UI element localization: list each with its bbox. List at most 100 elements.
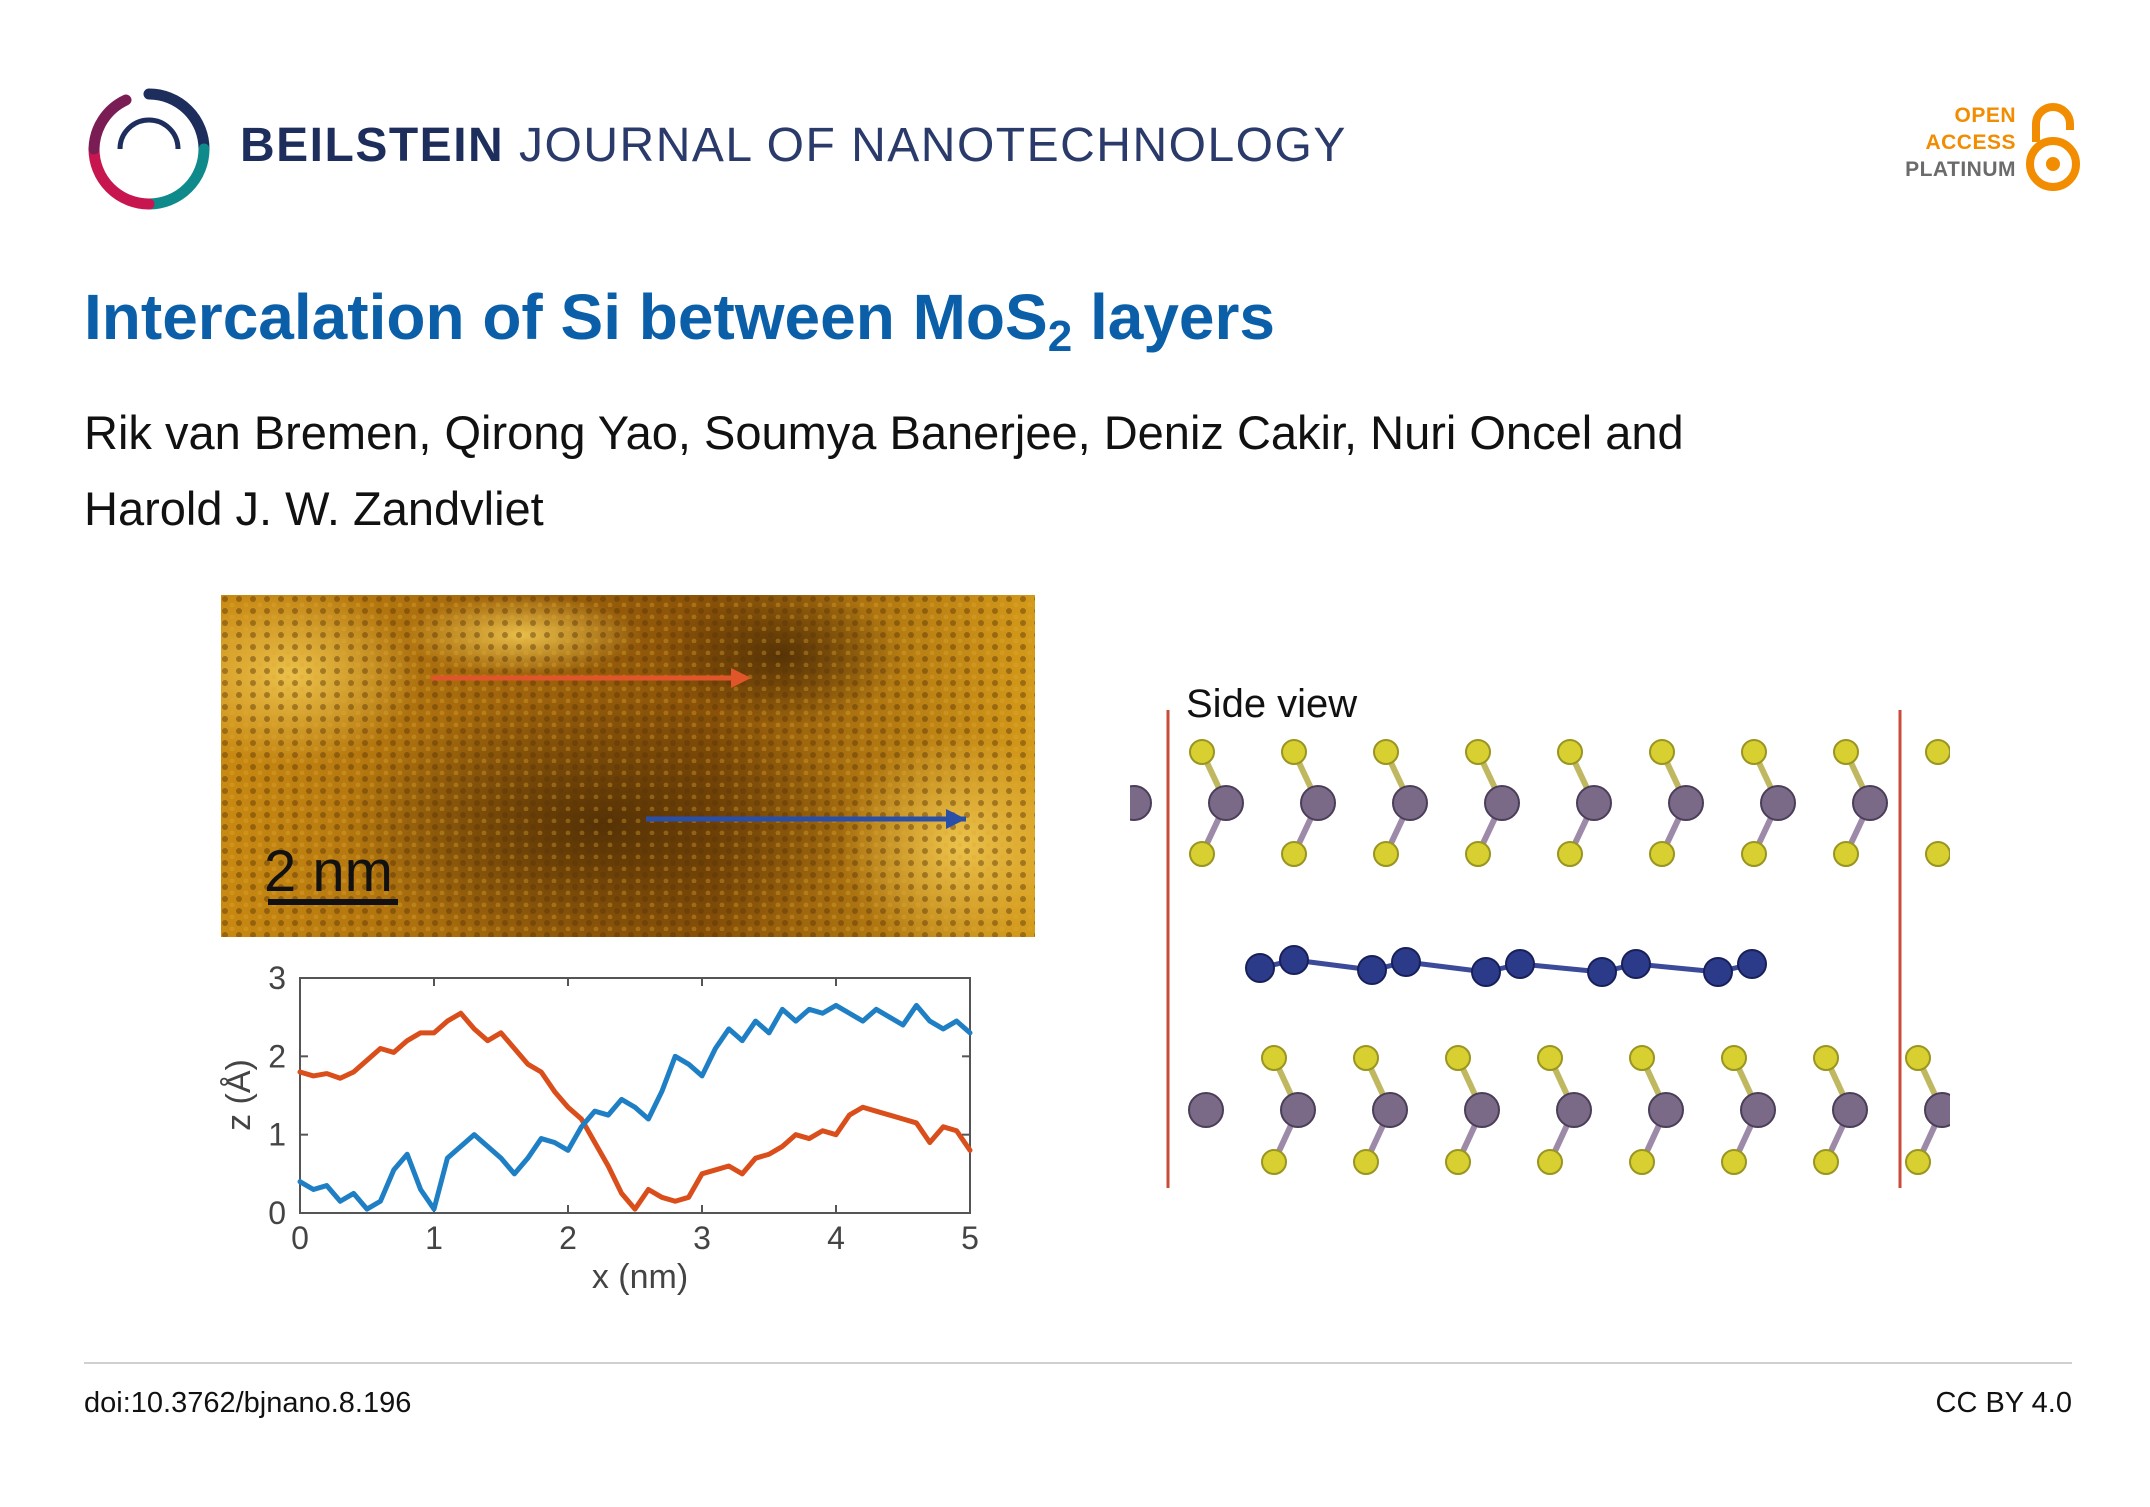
molybdenum-atom [1484,785,1520,821]
journal-name-rest: JOURNAL OF NANOTECHNOLOGY [519,119,1347,172]
sulfur-atom [1281,841,1307,867]
x-tick-label: 4 [827,1220,845,1256]
molybdenum-atom [1740,1092,1776,1128]
sulfur-atom [1721,1149,1747,1175]
silicon-atom [1737,949,1767,979]
title-text-end: layers [1072,281,1276,353]
sulfur-atom [1557,841,1583,867]
silicon-atom [1245,953,1275,983]
molybdenum-atom [1668,785,1704,821]
plot-series [297,1002,973,1212]
title-subscript: 2 [1047,312,1073,361]
sulfur-atom [1813,1149,1839,1175]
x-tick-label: 2 [559,1220,577,1256]
sulfur-atom [1557,739,1583,765]
silicon-atom [1357,955,1387,985]
beilstein-ring-logo-icon [88,88,210,210]
plot-axes: 0 1 2 3 4 5 0 1 2 3 [268,960,979,1256]
stm-image-graphic [221,595,1035,937]
stm-scale-label: 2 nm [264,839,393,904]
sulfur-atom [1813,1045,1839,1071]
license-text: CC BY 4.0 [1935,1387,2072,1419]
sulfur-atom [1649,739,1675,765]
molybdenum-atom [1832,1092,1868,1128]
silicon-atom [1621,949,1651,979]
badge-line-access: ACCESS [1925,131,2016,154]
molybdenum-atom [1130,785,1152,821]
stm-topography-image [221,595,1035,937]
molybdenum-atom [1576,785,1612,821]
silicon-atom [1587,957,1617,987]
molybdenum-atom [1648,1092,1684,1128]
sulfur-atom [1189,841,1215,867]
sulfur-atom [1905,1149,1931,1175]
journal-name: BEILSTEIN JOURNAL OF NANOTECHNOLOGY [240,118,1347,173]
y-tick-label: 1 [268,1117,286,1153]
sulfur-atom [1353,1045,1379,1071]
sulfur-atom [1445,1149,1471,1175]
sulfur-atom [1833,841,1859,867]
silicon-atom [1703,957,1733,987]
molybdenum-atom [1208,785,1244,821]
sulfur-atom [1925,739,1950,765]
molybdenum-atom [1924,1092,1950,1128]
sulfur-atom [1465,841,1491,867]
footer-divider [84,1362,2072,1364]
x-tick-label: 1 [425,1220,443,1256]
molybdenum-atom [1280,1092,1316,1128]
sulfur-atom [1629,1149,1655,1175]
open-access-lock-icon [2026,103,2080,191]
mos2-si-side-view-model [1130,710,1950,1188]
x-axis-label: x (nm) [592,1258,688,1296]
journal-name-bold: BEILSTEIN [240,119,505,172]
height-profile-chart: 0 1 2 3 4 5 0 1 2 3 x (nm) z (Å) [220,960,979,1296]
sulfur-atom [1445,1045,1471,1071]
silicon-atom [1391,947,1421,977]
silicon-chain [1245,945,1767,987]
molybdenum-atom [1760,785,1796,821]
sulfur-atom [1537,1149,1563,1175]
sulfur-atom [1925,841,1950,867]
author-list: Rik van Bremen, Qirong Yao, Soumya Baner… [84,406,1684,535]
molybdenum-atom [1852,785,1888,821]
molybdenum-atom [1300,785,1336,821]
sulfur-atom [1833,739,1859,765]
sulfur-atom [1905,1045,1931,1071]
badge-line-platinum: PLATINUM [1905,158,2016,181]
sulfur-atom [1261,1045,1287,1071]
y-tick-label: 3 [268,960,286,996]
sulfur-atom [1629,1045,1655,1071]
sulfur-atom [1649,841,1675,867]
doi-text: doi:10.3762/bjnano.8.196 [84,1387,412,1419]
molybdenum-atom [1392,785,1428,821]
mos2-layer-bottom [1188,1045,1950,1175]
molybdenum-atom [1464,1092,1500,1128]
molybdenum-atom [1372,1092,1408,1128]
x-tick-label: 3 [693,1220,711,1256]
side-view-label: Side view [1186,682,1358,726]
title-text: Intercalation of Si between MoS [84,281,1048,353]
silicon-atom [1505,949,1535,979]
sulfur-atom [1189,739,1215,765]
sulfur-atom [1721,1045,1747,1071]
y-axis-label: z (Å) [220,1059,258,1131]
sulfur-atom [1537,1045,1563,1071]
x-tick-label: 0 [291,1220,309,1256]
open-access-text: OPEN ACCESS PLATINUM [1905,102,2016,183]
stm-scale-bar [268,899,398,905]
molybdenum-atom [1556,1092,1592,1128]
sulfur-atom [1353,1149,1379,1175]
silicon-atom [1279,945,1309,975]
profile-line-blue [297,1002,973,1212]
sulfur-atom [1741,739,1767,765]
mos2-layer-top [1130,739,1950,867]
plot-frame [299,977,971,1214]
sulfur-atom [1281,739,1307,765]
sulfur-atom [1261,1149,1287,1175]
y-tick-label: 2 [268,1038,286,1074]
molybdenum-atom [1188,1092,1224,1128]
silicon-atom [1471,957,1501,987]
x-tick-label: 5 [961,1220,979,1256]
sulfur-atom [1465,739,1491,765]
atoms [1130,739,1950,1175]
